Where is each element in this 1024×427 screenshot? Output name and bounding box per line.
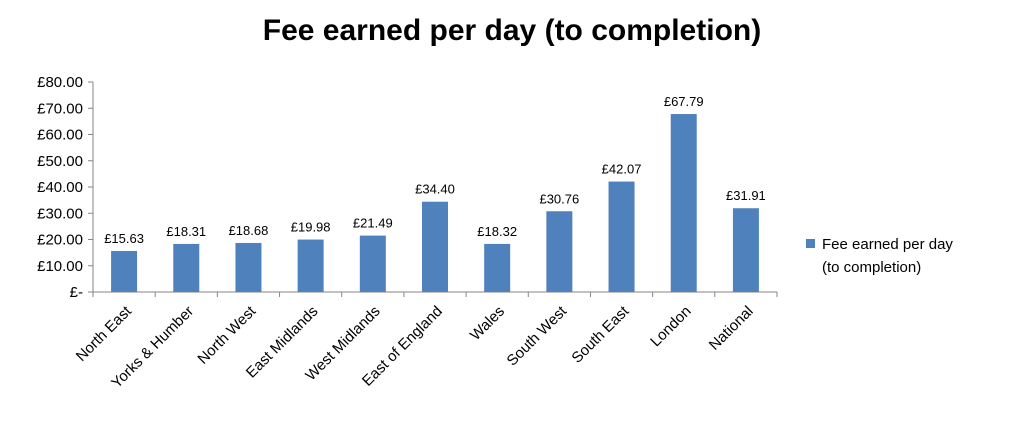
x-tick-label: North East: [73, 302, 136, 365]
data-label: £42.07: [602, 162, 642, 177]
bar: [422, 201, 448, 292]
data-label: £21.49: [353, 216, 393, 231]
data-label: £18.32: [477, 224, 517, 239]
bar: [732, 208, 759, 292]
y-tick-label: £60.00: [37, 127, 83, 144]
y-tick-label: £30.00: [37, 205, 83, 222]
x-tick-label: Wales: [467, 303, 508, 344]
y-tick-label: £40.00: [37, 179, 83, 196]
legend-label: (to completion): [822, 259, 921, 276]
bar: [670, 114, 697, 293]
data-label: £31.91: [726, 188, 766, 203]
x-tick-label: London: [647, 303, 694, 350]
bar: [111, 250, 138, 292]
x-tick-label: South East: [568, 302, 632, 366]
x-tick-label: South West: [504, 302, 571, 369]
y-tick-label: £10.00: [37, 258, 83, 275]
y-tick-label: £80.00: [37, 74, 83, 91]
data-label: £30.76: [539, 191, 579, 206]
data-label: £67.79: [664, 94, 704, 109]
bar: [546, 211, 573, 292]
data-label: £18.31: [166, 224, 206, 239]
bar: [173, 243, 200, 292]
y-tick-label: £50.00: [37, 153, 83, 170]
y-tick-label: £20.00: [37, 232, 83, 249]
legend-swatch: [806, 239, 815, 248]
bar: [297, 239, 324, 292]
data-label: £19.98: [291, 220, 331, 235]
bar: [235, 242, 262, 292]
y-tick-label: £-: [70, 284, 83, 301]
data-label: £34.40: [415, 182, 455, 197]
y-tick-label: £70.00: [37, 100, 83, 117]
bar: [359, 235, 386, 292]
data-label: £18.68: [229, 223, 269, 238]
bar: [608, 181, 635, 292]
x-tick-label: North West: [194, 302, 259, 367]
legend-label: Fee earned per day: [822, 236, 953, 253]
chart-title: Fee earned per day (to completion): [262, 14, 762, 47]
bar: [484, 243, 511, 292]
data-label: £15.63: [104, 231, 144, 246]
x-tick-label: National: [706, 303, 757, 354]
